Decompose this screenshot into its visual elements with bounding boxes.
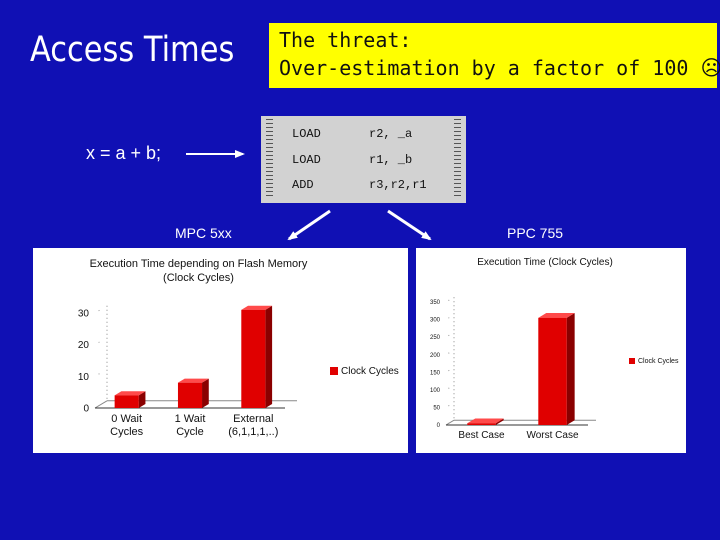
listing-right-margin: [454, 119, 461, 199]
chart-legend: Clock Cycles: [629, 358, 678, 365]
x-tick-label: Worst Case: [526, 430, 578, 441]
bar: [467, 423, 496, 425]
callout-line-2: Over-estimation by a factor of 100 ☹: [279, 54, 720, 82]
x-tick-label: 0 Wait: [111, 413, 142, 425]
asm-op: LOAD: [292, 127, 321, 141]
y-gridline-stub: [448, 299, 451, 301]
bar-top: [467, 418, 504, 424]
processor-label-right: PPC 755: [507, 225, 564, 241]
asm-args: r2, _a: [369, 127, 413, 141]
floor-edge: [94, 400, 108, 409]
y-tick-label: 200: [430, 353, 441, 359]
x-tick-label: Best Case: [458, 430, 505, 441]
bar-top: [114, 391, 146, 396]
bar-side: [566, 313, 575, 425]
y-gridline-stub: [448, 387, 451, 389]
y-gridline-stub: [448, 334, 451, 337]
x-tick-label: Cycle: [176, 426, 204, 438]
asm-args: r3,r2,r1: [369, 178, 427, 192]
bar-chart-ppc: 0 50 100 150 200 250 300 350 Best Case Worst Case: [430, 297, 596, 441]
asm-op: ADD: [292, 178, 314, 192]
y-gridline-stub: [448, 351, 451, 354]
bar-top: [538, 313, 575, 318]
y-tick-label: 350: [430, 300, 441, 306]
bar-side: [265, 305, 273, 408]
source-expression: x = a + b;: [86, 143, 162, 163]
chart-panel-mpc: Execution Time depending on Flash Memory…: [33, 248, 408, 453]
x-tick-label: (6,1,1,1,..): [228, 426, 278, 438]
slide-title: Access Times: [30, 30, 235, 70]
bar-top: [241, 305, 273, 310]
asm-line: ADD r3,r2,r1: [292, 178, 427, 192]
callout-line-1: The threat:: [279, 28, 412, 52]
chart-panel-ppc: Execution Time (Clock Cycles) 0 50 100 150 2…: [416, 248, 686, 453]
chart-title: Execution Time (Clock Cycles): [477, 257, 613, 268]
bar: [241, 309, 266, 408]
listing-left-margin: [266, 119, 273, 199]
floor-edge: [445, 419, 455, 426]
y-tick-label: 250: [430, 335, 441, 341]
left-split-arrow: [287, 209, 331, 241]
asm-line: LOAD r2, _a: [292, 127, 412, 141]
y-tick-label: 150: [430, 370, 441, 376]
legend-label: Clock Cycles: [341, 366, 399, 377]
y-gridline-stub: [448, 404, 451, 407]
threat-callout: The threat: Over-estimation by a factor …: [269, 23, 720, 88]
bar: [538, 317, 567, 425]
asm-op: LOAD: [292, 153, 321, 167]
x-tick-label: External: [233, 413, 273, 425]
y-tick-label: 300: [430, 318, 441, 324]
chart-legend: Clock Cycles: [330, 366, 399, 377]
right-split-arrow: [387, 209, 432, 241]
y-gridline-stub: [448, 316, 451, 319]
legend-swatch: [629, 358, 635, 365]
y-tick-label: 20: [78, 340, 90, 351]
bar: [114, 395, 139, 408]
chart-subtitle: (Clock Cycles): [163, 272, 234, 284]
bar-side: [138, 391, 146, 408]
bar-side: [495, 418, 504, 425]
y-gridline-stub: [98, 403, 102, 407]
x-tick-label: 1 Wait: [175, 413, 206, 425]
frown-face-icon: ☹: [700, 56, 720, 80]
y-tick-label: 10: [78, 372, 90, 383]
y-gridline-stub: [448, 369, 451, 372]
bar-top: [177, 378, 209, 383]
chart-title: Execution Time depending on Flash Memory: [89, 258, 308, 270]
y-gridline-stub: [98, 340, 102, 343]
legend-label: Clock Cycles: [638, 358, 679, 365]
y-tick-label: 50: [433, 406, 440, 412]
callout-text: Over-estimation by a factor of 100: [279, 56, 689, 80]
x-tick-label: Cycles: [110, 426, 144, 438]
y-gridline-stub: [98, 308, 102, 312]
processor-label-left: MPC 5xx: [175, 225, 232, 241]
asm-line: LOAD r1, _b: [292, 153, 412, 167]
y-tick-label: 0: [83, 404, 89, 415]
bar: [177, 382, 203, 408]
y-tick-label: 100: [430, 388, 441, 394]
assembly-listing: LOAD r2, _a LOAD r1, _b ADD r3,r2,r1: [261, 116, 466, 203]
y-tick-label: 30: [78, 309, 90, 320]
y-gridline-stub: [98, 372, 102, 375]
asm-args: r1, _b: [369, 153, 413, 167]
y-gridline-stub: [448, 422, 451, 424]
y-tick-label: 0: [437, 423, 441, 429]
bar-side: [202, 378, 209, 408]
legend-swatch: [330, 367, 338, 376]
